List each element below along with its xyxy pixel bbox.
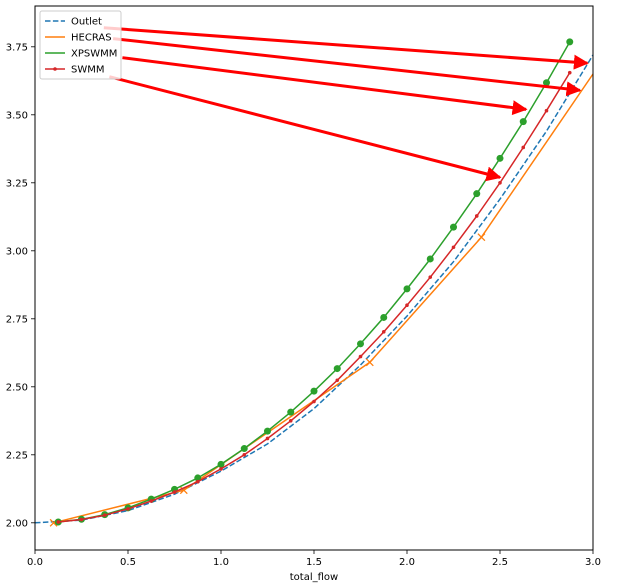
data-point-xpswmm bbox=[450, 223, 457, 231]
data-point-swmm bbox=[149, 499, 154, 503]
series-line-outlet bbox=[34, 54, 594, 524]
data-point-swmm bbox=[567, 70, 572, 75]
data-point-swmm bbox=[288, 419, 293, 423]
data-point-xpswmm bbox=[426, 255, 434, 263]
data-point-swmm bbox=[335, 378, 340, 383]
red-arrow-annotation bbox=[103, 26, 589, 70]
data-point-xpswmm bbox=[264, 427, 271, 435]
legend-label-hecras: HECRAS bbox=[71, 33, 112, 44]
data-point-swmm bbox=[358, 354, 363, 359]
plot-series-layer bbox=[34, 38, 594, 527]
red-arrow-annotation bbox=[109, 75, 502, 182]
annotation-layer bbox=[103, 26, 589, 182]
data-point-xpswmm bbox=[194, 474, 202, 482]
data-point-hecras bbox=[179, 486, 188, 495]
legend-label-outlet: Outlet bbox=[71, 17, 102, 28]
data-point-swmm bbox=[242, 453, 247, 457]
data-point-swmm bbox=[451, 245, 456, 250]
legend-label-swmm: SWMM bbox=[71, 65, 105, 76]
data-point-xpswmm bbox=[473, 190, 481, 198]
data-point-xpswmm bbox=[287, 408, 295, 416]
y-tick-label: 3.75 bbox=[6, 42, 28, 53]
series-hecras bbox=[49, 73, 594, 527]
x-tick-label: 3.0 bbox=[585, 557, 601, 568]
data-point-xpswmm bbox=[217, 460, 225, 468]
series-xpswmm bbox=[54, 38, 574, 526]
y-tick-label: 2.75 bbox=[6, 314, 28, 325]
data-point-swmm bbox=[219, 467, 223, 471]
x-tick-label: 0.0 bbox=[27, 557, 43, 568]
data-point-swmm bbox=[521, 145, 526, 150]
red-arrow-annotation bbox=[112, 37, 582, 97]
data-point-xpswmm bbox=[333, 365, 341, 373]
data-point-swmm bbox=[312, 399, 316, 404]
data-point-swmm bbox=[381, 330, 386, 334]
data-point-swmm bbox=[405, 303, 409, 308]
legend-label-xpswmm: XPSWMM bbox=[71, 49, 117, 60]
series-outlet bbox=[34, 54, 594, 524]
red-arrow-annotation bbox=[122, 56, 528, 116]
data-point-swmm bbox=[172, 490, 177, 494]
data-point-swmm bbox=[195, 479, 200, 484]
data-point-xpswmm bbox=[240, 445, 248, 453]
data-point-xpswmm bbox=[380, 313, 388, 321]
data-point-xpswmm bbox=[566, 38, 574, 46]
data-point-swmm bbox=[498, 181, 502, 185]
data-point-hecras bbox=[365, 358, 374, 367]
series-line-swmm bbox=[58, 72, 571, 523]
y-tick-label: 2.25 bbox=[6, 450, 28, 461]
legend: Outlet HECRAS XPSWMM SWMM bbox=[39, 10, 122, 80]
axes-frame bbox=[34, 5, 594, 551]
x-tick-label: 1.5 bbox=[306, 557, 322, 568]
data-point-swmm bbox=[265, 436, 270, 441]
legend-box bbox=[39, 10, 122, 80]
data-point-swmm bbox=[102, 513, 107, 517]
tick-layer: 0.0 0.5 1.0 1.5 2.0 2.5 3.0 2.00 2.25 2.50 2.75 3.0… bbox=[6, 42, 601, 568]
series-line-hecras bbox=[53, 73, 594, 524]
x-tick-label: 2.5 bbox=[492, 557, 508, 568]
data-point-xpswmm bbox=[357, 340, 364, 348]
data-point-xpswmm bbox=[403, 285, 411, 293]
data-point-xpswmm bbox=[519, 118, 527, 126]
data-point-swmm bbox=[544, 108, 549, 113]
data-point-swmm bbox=[79, 517, 84, 522]
y-tick-label: 3.50 bbox=[6, 110, 28, 121]
series-line-xpswmm bbox=[58, 41, 571, 523]
y-tick-label: 3.00 bbox=[6, 246, 28, 257]
data-point-swmm bbox=[126, 507, 130, 511]
x-tick-label: 1.0 bbox=[213, 557, 229, 568]
data-point-swmm bbox=[56, 520, 61, 524]
x-tick-label: 2.0 bbox=[399, 557, 415, 568]
x-axis-label: total_flow bbox=[290, 572, 338, 583]
data-point-xpswmm bbox=[543, 79, 550, 87]
data-point-swmm bbox=[428, 275, 433, 279]
y-tick-label: 2.00 bbox=[6, 518, 28, 529]
x-tick-label: 0.5 bbox=[120, 557, 136, 568]
data-point-xpswmm bbox=[496, 154, 504, 162]
data-point-xpswmm bbox=[310, 387, 318, 395]
data-point-swmm bbox=[474, 214, 479, 218]
series-swmm bbox=[56, 70, 572, 524]
y-tick-label: 3.25 bbox=[6, 178, 28, 189]
y-tick-label: 2.50 bbox=[6, 382, 28, 393]
data-point-hecras bbox=[477, 233, 486, 242]
legend-marker-swmm bbox=[53, 67, 57, 71]
